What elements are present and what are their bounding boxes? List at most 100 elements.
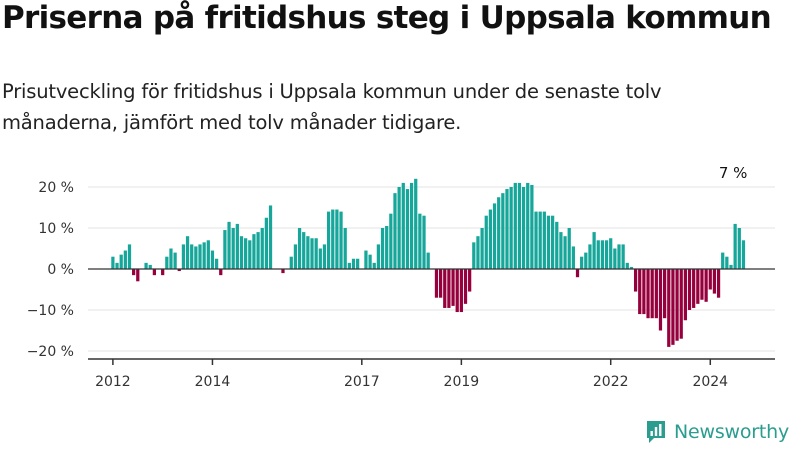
bar [658,269,663,331]
bar [700,269,704,300]
bar [733,223,737,269]
bar [737,228,741,269]
bar [546,215,551,269]
bar [393,193,397,269]
bar [227,221,231,269]
bar [314,238,318,269]
bar [364,250,368,269]
bar [132,269,136,276]
bar [712,269,717,294]
bar [123,250,127,269]
newsworthy-logo-icon [647,421,665,443]
bar [231,228,235,269]
bar [326,211,331,269]
bar [534,211,538,269]
bar [617,244,621,269]
bar [194,246,198,269]
bar [331,209,335,269]
bar [575,269,580,278]
bar [198,244,202,269]
bar [687,269,692,310]
bar [447,269,451,308]
bar [476,236,480,269]
bar [177,269,181,272]
bar [206,240,210,269]
bar [376,244,381,269]
bar [239,236,244,269]
bar [144,262,148,269]
chart-subtitle: Prisutveckling för fritidshus i Uppsala … [2,80,662,134]
bar [650,269,654,319]
y-tick-label: 10 % [38,221,74,237]
bar [252,234,256,269]
bar [567,228,571,269]
bar [385,225,389,269]
bar [501,193,505,269]
bar [455,269,459,313]
bar [654,269,658,319]
bar [264,217,268,269]
bar [517,182,522,269]
brand-logo: Newsworthy [645,419,789,445]
bar [281,269,285,274]
bar [526,182,530,269]
bar [260,228,264,269]
bar [451,269,455,306]
bar [542,211,546,269]
bar [165,256,169,269]
bar [521,187,526,269]
axes [88,268,775,365]
bar [293,244,298,269]
bar [235,223,239,269]
bar [443,269,447,308]
bar [638,269,642,315]
bar [604,240,609,269]
bar [488,209,493,269]
bar [297,228,302,269]
bar [310,238,314,269]
gridlines [88,186,775,352]
bar [414,178,418,269]
bar [161,269,165,276]
bar [289,256,293,269]
bar [538,211,542,269]
bar [115,262,119,269]
bar [434,269,439,298]
bar [463,269,468,304]
bar [708,269,712,290]
bar [725,256,729,269]
bar [683,269,687,321]
bar [405,189,410,269]
bar [679,269,683,339]
last-value-label: 7 % [719,164,748,182]
bar [472,242,476,269]
bar [642,269,646,315]
bar [600,240,605,269]
bar [248,240,252,269]
bar [559,232,563,269]
bar [497,197,501,269]
bar [152,269,156,276]
bar [613,248,617,269]
bar [721,252,725,269]
bar [422,215,426,269]
y-tick-label: 20 % [38,180,74,196]
bar [426,252,430,269]
bar [663,269,667,319]
y-tick-label: 0 % [47,262,74,278]
y-tick-label: −10 % [27,303,74,319]
bar [580,256,584,269]
x-tick-label: 2017 [344,374,380,390]
bar [401,182,405,269]
bar [219,269,223,276]
x-tick-label: 2014 [195,374,231,390]
bar [202,242,206,269]
bar [268,205,273,269]
bar [729,264,733,269]
bar [439,269,443,298]
bar [372,262,376,269]
bar [592,232,596,269]
x-tick-label: 2012 [95,374,131,390]
bar [671,269,675,345]
